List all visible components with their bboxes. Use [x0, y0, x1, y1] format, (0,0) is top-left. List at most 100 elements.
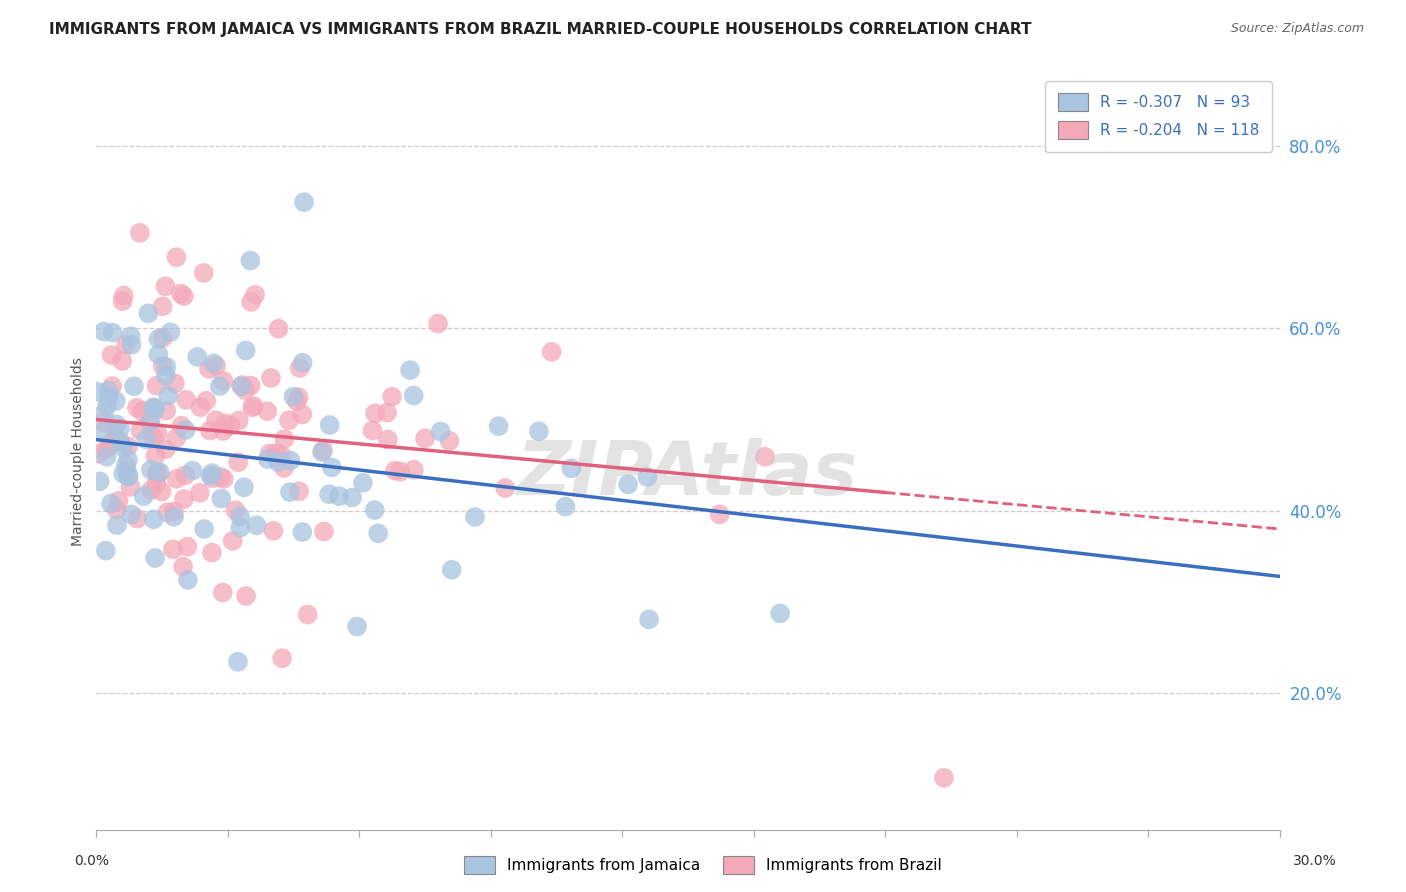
Point	[311, 445, 333, 459]
Point	[146, 426, 169, 441]
Point	[122, 379, 145, 393]
Point	[201, 471, 224, 485]
Point	[389, 465, 412, 479]
Point	[125, 401, 148, 415]
Text: IMMIGRANTS FROM JAMAICA VS IMMIGRANTS FROM BRAZIL MARRIED-COUPLE HOUSEHOLDS CORR: IMMIGRANTS FROM JAMAICA VS IMMIGRANTS FR…	[49, 22, 1032, 37]
Point	[201, 545, 224, 559]
Point	[108, 422, 131, 436]
Point	[104, 394, 127, 409]
Point	[402, 388, 425, 402]
Point	[145, 476, 167, 491]
Point	[172, 559, 194, 574]
Point	[139, 415, 162, 429]
Point	[364, 503, 387, 517]
Point	[94, 543, 117, 558]
Point	[212, 374, 235, 388]
Point	[769, 607, 792, 621]
Point	[155, 442, 177, 457]
Point	[143, 402, 166, 417]
Point	[129, 423, 152, 437]
Point	[131, 404, 153, 418]
Point	[117, 469, 139, 483]
Point	[142, 401, 165, 415]
Point	[157, 389, 180, 403]
Point	[101, 379, 124, 393]
Point	[98, 437, 121, 451]
Y-axis label: Married-couple Households: Married-couple Households	[72, 357, 86, 546]
Point	[152, 331, 174, 345]
Point	[321, 460, 343, 475]
Point	[104, 433, 127, 447]
Point	[120, 329, 142, 343]
Point	[105, 502, 128, 516]
Point	[266, 446, 288, 460]
Point	[101, 326, 124, 340]
Point	[427, 317, 450, 331]
Point	[115, 458, 138, 473]
Text: Source: ZipAtlas.com: Source: ZipAtlas.com	[1230, 22, 1364, 36]
Point	[402, 463, 425, 477]
Point	[97, 391, 120, 405]
Point	[283, 390, 305, 404]
Point	[117, 439, 139, 453]
Point	[235, 343, 257, 358]
Point	[173, 491, 195, 506]
Point	[377, 433, 399, 447]
Text: ZIPAtlas: ZIPAtlas	[517, 438, 859, 510]
Point	[439, 434, 461, 448]
Point	[120, 480, 142, 494]
Point	[494, 481, 516, 495]
Point	[105, 518, 128, 533]
Point	[229, 509, 252, 524]
Point	[346, 619, 368, 633]
Point	[145, 449, 167, 463]
Point	[224, 503, 246, 517]
Point	[340, 491, 363, 505]
Point	[367, 526, 389, 541]
Legend: Immigrants from Jamaica, Immigrants from Brazil: Immigrants from Jamaica, Immigrants from…	[458, 850, 948, 880]
Text: 0.0%: 0.0%	[75, 854, 108, 868]
Point	[260, 371, 283, 385]
Point	[162, 542, 184, 557]
Point	[141, 483, 163, 497]
Point	[166, 431, 188, 445]
Point	[233, 383, 256, 397]
Point	[138, 415, 160, 429]
Point	[240, 401, 263, 415]
Point	[135, 433, 157, 447]
Point	[174, 468, 197, 483]
Point	[285, 394, 308, 409]
Point	[127, 511, 149, 525]
Point	[115, 463, 138, 477]
Point	[165, 250, 187, 264]
Point	[142, 512, 165, 526]
Point	[156, 506, 179, 520]
Point	[145, 378, 167, 392]
Point	[291, 408, 314, 422]
Point	[181, 464, 204, 478]
Point	[128, 226, 150, 240]
Point	[256, 452, 278, 467]
Point	[186, 350, 208, 364]
Point	[201, 466, 224, 480]
Point	[96, 450, 118, 464]
Point	[93, 407, 115, 421]
Point	[188, 485, 211, 500]
Point	[240, 294, 263, 309]
Point	[142, 401, 165, 415]
Point	[214, 417, 236, 431]
Point	[318, 487, 340, 501]
Point	[170, 286, 193, 301]
Point	[150, 484, 173, 499]
Point	[139, 463, 162, 477]
Point	[259, 446, 281, 460]
Point	[292, 195, 315, 210]
Point	[159, 325, 181, 339]
Point	[142, 430, 165, 444]
Point	[111, 294, 134, 309]
Point	[228, 413, 250, 427]
Point	[932, 771, 955, 785]
Point	[242, 399, 264, 413]
Point	[166, 472, 188, 486]
Point	[193, 522, 215, 536]
